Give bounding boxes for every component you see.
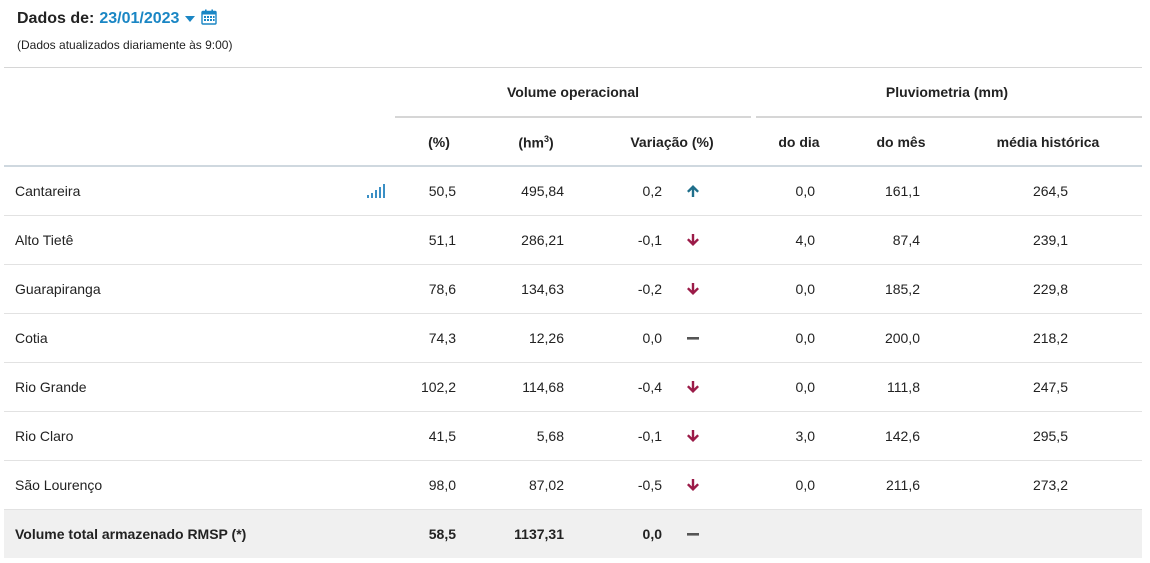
- cell-media-historica: 264,5: [1032, 183, 1068, 199]
- arrow-down-icon: [685, 281, 701, 297]
- cell-variacao: -0,4: [637, 379, 662, 395]
- divider: [756, 116, 1142, 118]
- reservoir-name: Rio Claro: [15, 428, 74, 444]
- cell-variacao: 0,0: [642, 330, 662, 346]
- total-hm3: 1137,31: [514, 526, 564, 542]
- cell-do-mes: 200,0: [884, 330, 920, 346]
- cell-hm3: 286,21: [521, 232, 564, 248]
- dash-icon: [685, 526, 701, 542]
- cell-do-mes: 211,6: [886, 477, 920, 493]
- reservoir-name: Guarapiranga: [15, 281, 101, 297]
- cell-media-historica: 239,1: [1032, 232, 1068, 248]
- total-variacao: 0,0: [642, 526, 662, 542]
- cell-do-dia: 4,0: [795, 232, 815, 248]
- col-header-variacao: Variação (%): [630, 134, 714, 150]
- cell-pct: 78,6: [428, 281, 456, 297]
- reservoir-name: Rio Grande: [15, 379, 87, 395]
- cell-pct: 102,2: [420, 379, 456, 395]
- cell-variacao: 0,2: [642, 183, 662, 199]
- signal-bars-icon[interactable]: [367, 184, 385, 201]
- table-row: Cantareira 50,5 495,84 0,2 0,0 161,1 264,5: [4, 167, 1142, 216]
- col-header-do-dia: do dia: [778, 134, 820, 150]
- arrow-down-icon: [685, 232, 701, 248]
- cell-variacao: -0,1: [637, 428, 662, 444]
- group-header-volume: Volume operacional: [507, 84, 639, 100]
- cell-hm3: 114,68: [522, 379, 564, 395]
- cell-variacao: -0,1: [637, 232, 662, 248]
- cell-media-historica: 295,5: [1032, 428, 1068, 444]
- cell-pct: 98,0: [428, 477, 456, 493]
- arrow-down-icon: [685, 428, 701, 444]
- cell-hm3: 87,02: [528, 477, 564, 493]
- divider: [4, 67, 1142, 68]
- divider: [4, 165, 1142, 167]
- cell-pct: 50,5: [428, 183, 456, 199]
- cell-hm3: 134,63: [521, 281, 564, 297]
- col-header-media-historica: média histórica: [996, 134, 1100, 150]
- cell-pct: 74,3: [428, 330, 456, 346]
- cell-variacao: -0,2: [637, 281, 662, 297]
- date-value[interactable]: 23/01/2023: [99, 10, 180, 27]
- table-row: Rio Grande 102,2 114,68 -0,4 0,0 111,8 247,5: [4, 363, 1142, 412]
- update-note: (Dados atualizados diariamente às 9:00): [17, 38, 233, 52]
- table-row: Rio Claro 41,5 5,68 -0,1 3,0 142,6 295,5: [4, 412, 1142, 461]
- cell-do-mes: 185,2: [884, 281, 920, 297]
- arrow-up-icon: [685, 183, 701, 199]
- cell-do-dia: 3,0: [795, 428, 815, 444]
- cell-media-historica: 247,5: [1032, 379, 1068, 395]
- date-label: Dados de:: [17, 10, 95, 27]
- cell-do-mes: 111,8: [887, 379, 920, 395]
- table-row: Guarapiranga 78,6 134,63 -0,2 0,0 185,2 229,8: [4, 265, 1142, 314]
- cell-hm3: 5,68: [536, 428, 564, 444]
- cell-pct: 51,1: [428, 232, 456, 248]
- cell-do-dia: 0,0: [795, 379, 815, 395]
- header: Dados de: 23/01/2023 (Dados atualizados …: [17, 8, 232, 52]
- cell-media-historica: 229,8: [1032, 281, 1068, 297]
- group-header-pluviometria: Pluviometria (mm): [885, 84, 1009, 100]
- cell-do-dia: 0,0: [795, 330, 815, 346]
- cell-do-mes: 161,1: [884, 183, 920, 199]
- cell-do-mes: 87,4: [892, 232, 920, 248]
- cell-variacao: -0,5: [637, 477, 662, 493]
- cell-do-dia: 0,0: [795, 183, 815, 199]
- cell-hm3: 495,84: [521, 183, 564, 199]
- total-row: Volume total armazenado RMSP (*) 58,5 1137…: [4, 510, 1142, 558]
- reservoir-name: Cantareira: [15, 183, 81, 199]
- cell-do-dia: 0,0: [795, 281, 815, 297]
- table-row: Cotia 74,3 12,26 0,0 0,0 200,0 218,2: [4, 314, 1142, 363]
- dash-icon: [685, 330, 701, 346]
- reservoir-name: Alto Tietê: [15, 232, 74, 248]
- calendar-icon[interactable]: [201, 9, 218, 30]
- reservoir-name: São Lourenço: [15, 477, 103, 493]
- col-header-do-mes: do mês: [876, 134, 926, 150]
- arrow-down-icon: [685, 477, 701, 493]
- chevron-down-icon[interactable]: [185, 16, 196, 22]
- divider: [395, 116, 751, 118]
- cell-media-historica: 273,2: [1032, 477, 1068, 493]
- cell-pct: 41,5: [428, 428, 456, 444]
- col-header-pct: (%): [428, 134, 450, 150]
- reservoir-name: Cotia: [15, 330, 48, 346]
- total-label: Volume total armazenado RMSP (*): [15, 526, 247, 542]
- cell-do-mes: 142,6: [884, 428, 920, 444]
- date-selector: Dados de: 23/01/2023: [17, 8, 232, 30]
- cell-do-dia: 0,0: [795, 477, 815, 493]
- table-row: Alto Tietê 51,1 286,21 -0,1 4,0 87,4 239,1: [4, 216, 1142, 265]
- total-pct: 58,5: [428, 526, 456, 542]
- cell-media-historica: 218,2: [1032, 330, 1068, 346]
- col-header-hm3: (hm3): [518, 134, 554, 151]
- cell-hm3: 12,26: [528, 330, 564, 346]
- arrow-down-icon: [685, 379, 701, 395]
- table-row: São Lourenço 98,0 87,02 -0,5 0,0 211,6 273,2: [4, 461, 1142, 510]
